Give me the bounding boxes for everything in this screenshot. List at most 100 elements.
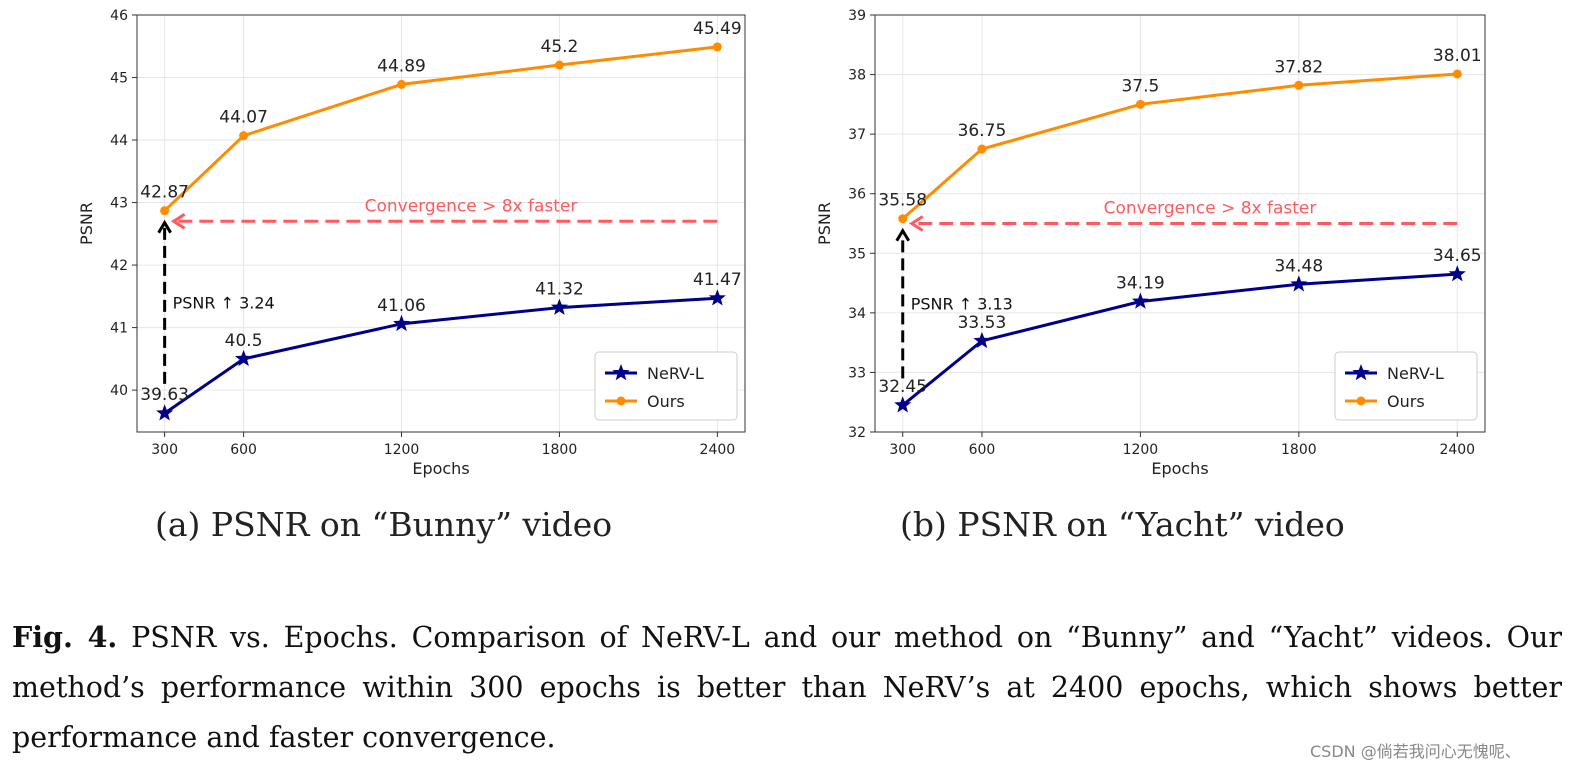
y-tick-label: 42	[110, 258, 128, 274]
legend-marker	[1352, 364, 1370, 381]
plot-frame	[874, 14, 1486, 433]
y-tick-label: 40	[110, 383, 128, 399]
figure-caption: Fig. 4. PSNR vs. Epochs. Comparison of N…	[12, 612, 1562, 763]
x-tick-label: 2400	[1439, 442, 1475, 458]
data-label: 42.87	[140, 183, 189, 203]
data-point	[1290, 275, 1308, 292]
plot-frame	[136, 14, 746, 433]
data-point	[393, 314, 411, 332]
legend-marker	[1356, 396, 1366, 406]
x-tick-label: 1800	[1281, 442, 1317, 458]
y-tick-label: 44	[110, 133, 128, 149]
data-point	[160, 206, 170, 216]
chart-0: 300 600 1200 1800 2400 40 41 42 43 44 45 46 Epochs PS…	[77, 8, 746, 478]
caption-text: PSNR vs. Epochs. Comparison of NeRV-L an…	[12, 621, 1562, 754]
y-tick-label: 43	[110, 196, 128, 212]
data-point	[712, 42, 722, 52]
data-point	[708, 289, 726, 306]
series-line-Ours	[901, 72, 1458, 220]
legend	[594, 351, 738, 421]
watermark: CSDN @倘若我问心无愧呢、	[1310, 742, 1521, 761]
data-label: 34.48	[1274, 256, 1323, 276]
y-tick-label: 41	[110, 321, 128, 337]
data-label: 36.75	[958, 121, 1007, 141]
caption-label: Fig. 4.	[12, 620, 118, 654]
y-tick-label: 37	[848, 127, 866, 143]
psnr-gain-arrowhead	[157, 219, 172, 234]
data-label: 40.5	[225, 331, 263, 351]
legend-label: NeRV-L	[1387, 364, 1444, 383]
x-tick-label: 600	[969, 442, 996, 458]
y-tick-label: 35	[848, 246, 866, 262]
y-tick-label: 45	[110, 71, 128, 87]
data-point	[1131, 292, 1149, 309]
data-label: 32.45	[878, 377, 927, 397]
data-label: 41.32	[535, 280, 584, 300]
data-point	[397, 79, 407, 89]
data-point	[973, 331, 991, 349]
y-tick-label: 39	[848, 8, 866, 24]
data-label: 45.49	[693, 19, 742, 39]
convergence-arrowhead	[170, 213, 186, 230]
x-tick-label: 1200	[384, 442, 420, 458]
data-label: 44.89	[377, 56, 426, 76]
data-point	[1294, 80, 1304, 90]
x-tick-label: 300	[889, 442, 916, 458]
data-label: 33.53	[958, 313, 1007, 333]
legend-marker	[616, 396, 626, 406]
legend-marker	[612, 364, 630, 381]
y-tick-label: 34	[848, 306, 866, 322]
data-label: 45.2	[541, 37, 579, 57]
data-point	[977, 144, 987, 154]
legend-label: Ours	[1387, 392, 1425, 411]
data-point	[235, 349, 253, 367]
subcaption-a: (a) PSNR on “Bunny” video	[155, 505, 613, 544]
psnr-gain-label: PSNR ↑ 3.24	[173, 293, 275, 312]
data-label: 37.82	[1274, 57, 1323, 77]
data-point	[554, 60, 564, 70]
data-point	[550, 298, 568, 315]
data-label: 34.19	[1116, 274, 1165, 294]
legend-label: NeRV-L	[647, 364, 704, 383]
data-label: 35.58	[878, 191, 927, 211]
chart-1: 300 600 1200 1800 2400 32 33 34 35 36 37 38 39 Epochs…	[815, 8, 1486, 478]
data-point	[1448, 265, 1466, 282]
data-point	[1452, 69, 1462, 79]
x-tick-label: 1200	[1123, 442, 1159, 458]
y-axis-label: PSNR	[815, 202, 834, 245]
convergence-label: Convergence > 8x faster	[365, 196, 578, 216]
data-point	[239, 131, 249, 141]
data-label: 38.01	[1433, 46, 1482, 66]
data-label: 44.07	[219, 108, 268, 128]
data-point	[898, 214, 908, 224]
y-tick-label: 33	[848, 365, 866, 381]
convergence-label: Convergence > 8x faster	[1104, 199, 1317, 219]
chart-canvas: 300 600 1200 1800 2400 40 41 42 43 44 45 46 Epochs PS…	[77, 8, 1486, 478]
legend	[1334, 351, 1478, 421]
data-label: 37.5	[1121, 76, 1159, 96]
y-tick-label: 32	[848, 425, 866, 441]
data-label: 34.65	[1433, 246, 1482, 266]
legend-label: Ours	[647, 392, 685, 411]
y-tick-label: 38	[848, 68, 866, 84]
x-tick-label: 600	[230, 442, 257, 458]
psnr-gain-label: PSNR ↑ 3.13	[911, 295, 1013, 314]
x-axis-label: Epochs	[412, 459, 469, 478]
data-point	[1135, 99, 1145, 109]
data-label: 41.06	[377, 296, 426, 316]
x-tick-label: 300	[151, 442, 178, 458]
y-axis-label: PSNR	[77, 202, 96, 245]
y-tick-label: 46	[110, 8, 128, 24]
data-label: 39.63	[140, 385, 189, 405]
data-point	[156, 404, 174, 421]
x-tick-label: 2400	[700, 442, 736, 458]
convergence-arrowhead	[908, 215, 924, 232]
x-axis-label: Epochs	[1151, 459, 1208, 478]
subcaption-b: (b) PSNR on “Yacht” video	[900, 505, 1345, 544]
data-label: 41.47	[693, 270, 742, 290]
series-line-Ours	[163, 45, 718, 212]
psnr-gain-arrowhead	[895, 227, 911, 242]
y-tick-label: 36	[848, 187, 866, 203]
data-point	[894, 396, 912, 413]
x-tick-label: 1800	[542, 442, 578, 458]
